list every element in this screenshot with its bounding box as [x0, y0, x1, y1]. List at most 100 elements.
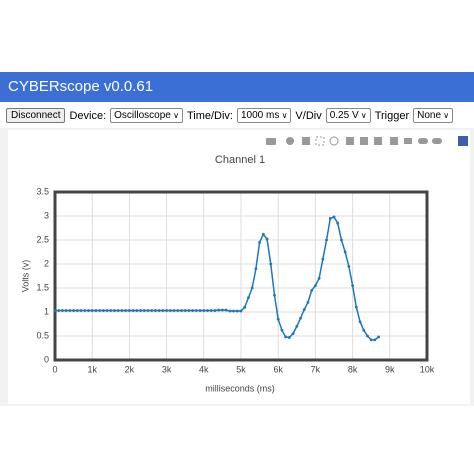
y-tick-label: 0 — [44, 354, 49, 364]
x-tick-label: 9k — [385, 364, 395, 374]
data-point — [243, 305, 247, 309]
modebar — [266, 136, 468, 146]
data-point — [180, 309, 183, 312]
data-point — [273, 293, 276, 297]
data-point — [61, 309, 64, 312]
reset-icon[interactable] — [390, 137, 398, 145]
data-point — [269, 262, 273, 266]
disconnect-button[interactable]: Disconnect — [6, 108, 66, 123]
data-point — [373, 338, 377, 342]
data-point — [131, 309, 135, 312]
data-point — [302, 308, 306, 311]
data-point — [317, 277, 321, 280]
data-point — [228, 309, 232, 313]
y-tick-label: 0.5 — [36, 330, 49, 340]
zoom-out-icon[interactable] — [360, 137, 368, 145]
data-point — [287, 336, 291, 339]
hover-compare-icon[interactable] — [432, 138, 442, 144]
data-point — [90, 309, 94, 312]
x-tick-label: 7k — [311, 364, 321, 374]
zoom-in-icon[interactable] — [346, 137, 354, 145]
plotly-logo[interactable] — [458, 136, 468, 146]
device-label: Device: — [69, 109, 107, 122]
volt-select[interactable]: 0.25 V — [325, 108, 371, 123]
select-icon[interactable] — [315, 136, 325, 146]
lasso-icon[interactable] — [329, 136, 339, 146]
data-point — [343, 250, 347, 254]
data-point — [299, 316, 302, 320]
zoom-icon[interactable] — [286, 137, 294, 145]
data-point — [139, 309, 142, 312]
time-label: Time/Div: — [186, 109, 233, 122]
plot-frame — [53, 190, 429, 362]
trigger-select[interactable]: None — [413, 108, 454, 123]
data-point — [87, 309, 90, 312]
x-tick-label: 10k — [420, 364, 435, 374]
data-point — [68, 309, 72, 312]
data-point — [232, 309, 235, 313]
data-point — [198, 309, 202, 312]
data-point — [354, 305, 358, 309]
data-point — [213, 309, 217, 312]
pan-icon[interactable] — [302, 137, 310, 145]
y-tick-label: 2 — [44, 258, 49, 268]
data-point — [150, 309, 154, 312]
toolbar: Disconnect Device: Oscilloscope Time/Div… — [6, 108, 454, 123]
data-point — [280, 328, 284, 332]
data-point — [176, 309, 180, 312]
data-point — [321, 257, 325, 261]
data-point — [306, 301, 310, 304]
x-axis-label: milliseconds (ms) — [205, 383, 275, 393]
data-point — [347, 265, 351, 268]
data-point — [202, 309, 206, 312]
data-point — [113, 309, 116, 312]
series-line — [55, 216, 380, 341]
autoscale-icon[interactable] — [374, 137, 382, 145]
data-point — [362, 328, 366, 332]
data-point — [53, 309, 57, 312]
time-select[interactable]: 1000 ms — [236, 108, 292, 123]
data-point — [284, 335, 288, 339]
data-point — [247, 296, 250, 299]
data-point — [116, 309, 120, 312]
data-point — [325, 238, 328, 242]
spike-icon[interactable] — [404, 138, 412, 144]
data-point — [366, 334, 369, 338]
camera-icon[interactable] — [266, 138, 276, 145]
data-point — [191, 309, 195, 312]
data-point — [79, 309, 83, 312]
data-point — [157, 309, 161, 312]
volt-label: V/Div — [295, 109, 322, 122]
x-tick-label: 5k — [236, 364, 246, 374]
header: CYBERscope v0.0.61 — [0, 72, 474, 102]
data-point — [183, 309, 187, 312]
data-point — [224, 308, 228, 312]
data-point — [75, 309, 79, 312]
x-tick-label: 0 — [52, 364, 57, 374]
y-tick-label: 1.5 — [36, 282, 49, 292]
data-point — [83, 309, 87, 312]
y-axis-label: Volts (v) — [20, 260, 30, 293]
data-point — [98, 309, 102, 312]
data-point — [314, 284, 317, 287]
device-select[interactable]: Oscilloscope — [110, 108, 183, 123]
data-point — [57, 309, 61, 312]
data-point — [124, 309, 128, 312]
data-point — [295, 325, 299, 328]
hover-closest-icon[interactable] — [418, 138, 428, 144]
data-point — [235, 309, 239, 313]
data-point — [154, 309, 157, 312]
data-point — [340, 238, 343, 242]
data-point — [336, 221, 340, 225]
data-point — [128, 309, 131, 312]
x-tick-label: 3k — [162, 364, 172, 374]
data-point — [369, 338, 373, 342]
chart-title: Channel 1 — [215, 154, 265, 166]
data-point — [165, 309, 169, 312]
data-point — [332, 215, 336, 219]
data-point — [261, 232, 265, 236]
data-point — [64, 309, 68, 312]
data-point — [254, 267, 258, 271]
data-point — [377, 335, 381, 339]
